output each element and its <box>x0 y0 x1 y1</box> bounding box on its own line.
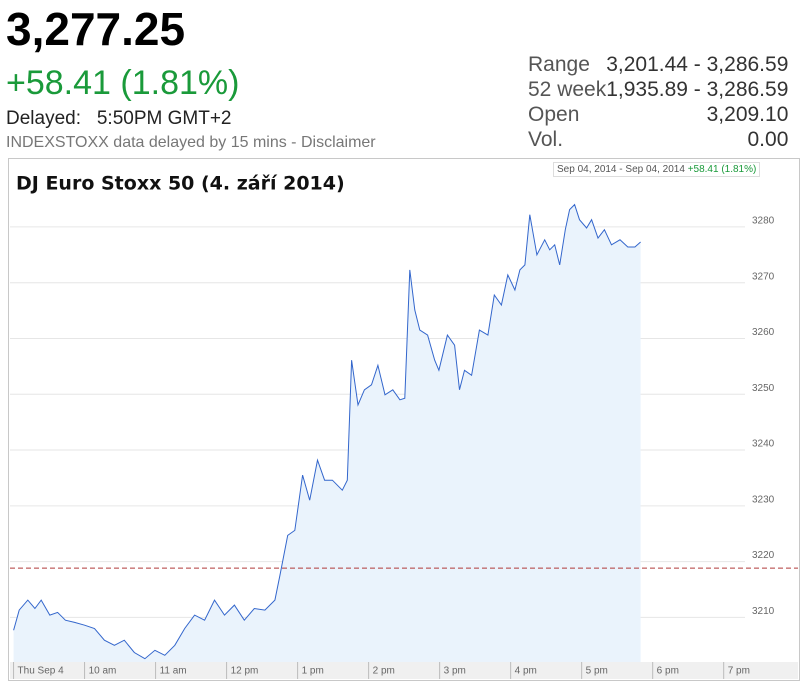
stat-label: Open <box>528 102 580 126</box>
price-line <box>13 203 641 660</box>
range-box: Sep 04, 2014 - Sep 04, 2014 +58.41 (1.81… <box>553 162 761 177</box>
range-separator: - <box>619 164 623 175</box>
stat-row: 52 week 1,935.89 - 3,286.59 <box>528 77 788 102</box>
range-from: Sep 04, 2014 <box>557 164 617 175</box>
stat-value: 3,209.10 <box>706 102 789 126</box>
x-axis-band <box>10 662 798 679</box>
y-tick-label: 3220 <box>752 550 775 561</box>
x-tick-label: 6 pm <box>657 666 679 677</box>
delayed-time: 5:50PM GMT+2 <box>96 108 232 129</box>
x-tick-label: 11 am <box>160 666 187 677</box>
stat-label: Vol. <box>528 127 564 151</box>
delay-info: Delayed: 5:50PM GMT+2 <box>6 108 231 130</box>
y-tick-label: 3210 <box>752 606 775 617</box>
stat-row: Open 3,209.10 <box>528 102 788 127</box>
stat-label: Range <box>528 52 590 76</box>
area-fill <box>13 204 641 662</box>
y-tick-label: 3270 <box>752 271 775 282</box>
stat-row: Vol. 0.00 <box>528 127 788 152</box>
x-tick-label: 4 pm <box>515 666 537 677</box>
stat-value: 0.00 <box>747 127 789 151</box>
y-tick-label: 3280 <box>752 216 775 227</box>
x-tick-label: 10 am <box>89 666 117 677</box>
stat-value: 1,935.89 - 3,286.59 <box>606 77 789 101</box>
source-note[interactable]: INDEXSTOXX data delayed by 15 mins - Dis… <box>6 134 376 151</box>
stat-label: 52 week <box>528 77 607 101</box>
x-tick-label: 2 pm <box>373 666 395 677</box>
chart-title: DJ Euro Stoxx 50 (4. září 2014) <box>16 173 345 195</box>
range-to: Sep 04, 2014 <box>625 164 685 175</box>
y-tick-label: 3240 <box>752 439 775 450</box>
x-tick-label: 12 pm <box>231 666 259 677</box>
y-tick-label: 3250 <box>752 383 775 394</box>
y-tick-label: 3230 <box>752 494 775 505</box>
x-tick-label: Thu Sep 4 <box>18 666 65 677</box>
chart-frame <box>8 158 800 681</box>
x-tick-label: 5 pm <box>586 666 608 677</box>
stats-table: Range 3,201.44 - 3,286.59 52 week 1,935.89 … <box>528 52 788 152</box>
price-change: +58.41 (1.81%) <box>6 64 240 102</box>
range-change: +58.41 (1.81%) <box>687 164 757 175</box>
x-tick-label: 3 pm <box>444 666 466 677</box>
x-tick-label: 7 pm <box>728 666 750 677</box>
price: 3,277.25 <box>6 3 186 55</box>
stat-row: Range 3,201.44 - 3,286.59 <box>528 52 788 77</box>
x-tick-label: 1 pm <box>302 666 324 677</box>
delayed-label: Delayed: <box>6 108 81 129</box>
stat-value: 3,201.44 - 3,286.59 <box>606 52 789 76</box>
y-tick-label: 3260 <box>752 327 775 338</box>
